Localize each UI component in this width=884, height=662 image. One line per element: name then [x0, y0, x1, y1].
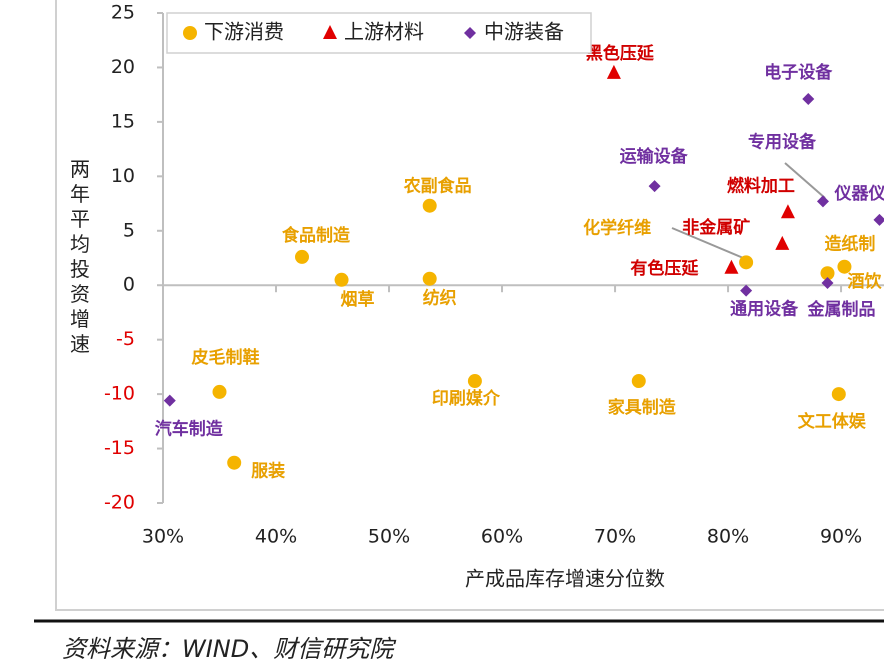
legend-label: 中游装备	[484, 20, 564, 44]
x-tick-label: 90%	[820, 526, 862, 548]
y-axis-title: 两年平均投资增速	[70, 157, 90, 356]
y-tick-label: -20	[104, 492, 135, 514]
x-tick-label: 70%	[594, 526, 636, 548]
x-tick-label: 80%	[707, 526, 749, 548]
legend-marker	[323, 25, 337, 39]
point	[422, 271, 437, 286]
y-tick-label: 5	[123, 219, 135, 241]
point	[648, 180, 661, 193]
x-tick-label: 50%	[368, 526, 410, 548]
chart-frame	[55, 0, 884, 611]
point	[739, 255, 754, 270]
point	[780, 204, 795, 219]
point	[873, 213, 884, 226]
point-label: 造纸制	[824, 234, 875, 255]
point	[820, 266, 835, 281]
point	[724, 259, 739, 274]
point	[837, 259, 852, 274]
y-tick-label: -5	[116, 328, 135, 350]
legend-marker	[183, 26, 197, 40]
point	[802, 93, 815, 106]
point	[740, 284, 753, 297]
leader-line	[784, 162, 826, 199]
point-label: 运输设备	[620, 146, 689, 167]
legend-box	[166, 12, 592, 54]
point-label: 服装	[251, 461, 285, 482]
y-tick-label: 0	[123, 274, 135, 296]
point	[816, 195, 829, 208]
point-label: 皮毛制鞋	[192, 347, 260, 368]
y-tick-label: 10	[111, 165, 135, 187]
point	[163, 394, 176, 407]
point-label: 燃料加工	[727, 175, 795, 196]
point-label: 专用设备	[748, 131, 817, 152]
x-tick-label: 60%	[481, 526, 523, 548]
legend-marker	[464, 27, 476, 39]
x-tick-label: 40%	[255, 526, 297, 548]
point	[467, 374, 482, 389]
point-label: 纺织	[423, 288, 457, 309]
y-tick-label: -10	[104, 383, 135, 405]
point-label: 非金属矿	[682, 217, 750, 238]
point-label: 汽车制造	[155, 419, 224, 440]
point	[295, 249, 310, 264]
x-axis-title: 产成品库存增速分位数	[465, 567, 665, 591]
legend-label: 下游消费	[204, 20, 284, 44]
point	[775, 235, 790, 250]
y-tick-label: 15	[111, 110, 135, 132]
point	[212, 384, 227, 399]
point-label: 家具制造	[608, 397, 677, 418]
point-label: 文工体娱	[798, 411, 867, 432]
point-label: 农副食品	[403, 176, 472, 197]
legend-label: 上游材料	[344, 20, 424, 44]
y-tick-label: 25	[111, 2, 135, 24]
y-tick-label: -15	[104, 437, 135, 459]
point	[606, 64, 621, 79]
point-label: 化学纤维	[583, 217, 651, 238]
point-label: 有色压延	[630, 258, 699, 279]
y-tick-label: 20	[111, 56, 135, 78]
point	[227, 455, 242, 470]
point-label: 仪器仪	[833, 184, 884, 204]
point-label: 食品制造	[282, 225, 351, 246]
point-label: 电子设备	[764, 62, 833, 83]
point-label: 印刷媒介	[432, 388, 501, 409]
point	[631, 374, 646, 389]
point-label: 酒饮	[847, 271, 882, 292]
leader-line	[671, 227, 749, 261]
point-label: 黑色压延	[586, 43, 655, 64]
source-note: 资料来源：WIND、财信研究院	[62, 635, 397, 662]
x-tick-label: 30%	[142, 526, 184, 548]
point-label: 烟草	[341, 289, 375, 310]
point	[831, 387, 846, 402]
point-label: 通用设备	[730, 299, 799, 320]
point	[821, 277, 834, 290]
point	[422, 198, 437, 213]
point	[334, 272, 349, 287]
point-label: 金属制品	[806, 299, 875, 320]
